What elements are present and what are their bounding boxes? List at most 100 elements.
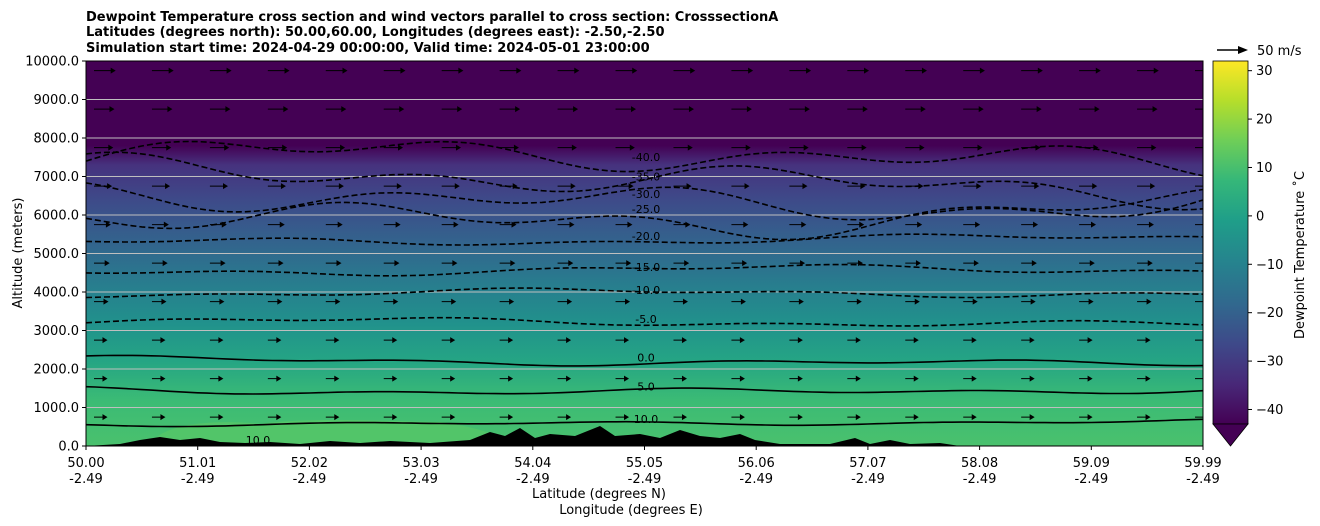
- contour-label: 5.0: [637, 380, 655, 393]
- wind-vector-head: [278, 260, 284, 267]
- wind-vector-head: [745, 144, 751, 151]
- wind-vector-head: [276, 375, 282, 382]
- wind-vector-head: [858, 260, 864, 267]
- wind-vector-head: [1087, 414, 1093, 421]
- wind-vector-head: [334, 337, 340, 344]
- chart-title-line-1: Dewpoint Temperature cross section and w…: [86, 10, 778, 25]
- wind-vector-head: [334, 414, 340, 421]
- wind-vector-head: [1150, 183, 1156, 190]
- wind-vector-head: [162, 260, 168, 267]
- quiver-key-arrowhead: [1238, 46, 1248, 54]
- wind-vector-head: [508, 337, 514, 344]
- contour-line: [86, 233, 1203, 246]
- wind-vector-head: [340, 144, 346, 151]
- x-axis-label-lon: Longitude (degrees E): [559, 503, 703, 518]
- wind-vector-head: [511, 221, 517, 228]
- x-tick-label-lat: 54.04: [514, 456, 551, 471]
- wind-vector-head: [629, 144, 635, 151]
- wind-vector-head: [450, 375, 456, 382]
- wind-vector-head: [104, 260, 110, 267]
- wind-vector-head: [918, 183, 924, 190]
- wind-vector-head: [276, 337, 282, 344]
- wind-vector-head: [1087, 375, 1093, 382]
- wind-vector-head: [225, 106, 231, 113]
- wind-vector-head: [102, 414, 108, 421]
- x-tick-label-lon: -2.49: [628, 472, 662, 487]
- wind-vector-head: [861, 144, 867, 151]
- wind-vector-head: [400, 67, 406, 74]
- wind-vector-head: [160, 337, 166, 344]
- wind-vector-head: [859, 221, 865, 228]
- wind-vector-head: [161, 298, 167, 305]
- contour-line: [86, 188, 1203, 241]
- wind-vector-head: [919, 144, 925, 151]
- wind-vector-head: [1207, 222, 1212, 228]
- y-tick-label: 4000.0: [34, 286, 80, 301]
- wind-vector-head: [855, 375, 861, 382]
- x-tick-label-lon: -2.49: [404, 472, 438, 487]
- colorbar-extend-min: [1212, 423, 1249, 447]
- quiver-key-label: 50 m/s: [1257, 44, 1302, 59]
- wind-vector-head: [688, 106, 694, 113]
- wind-vector-head: [566, 337, 572, 344]
- wind-vector-head: [450, 414, 456, 421]
- wind-vector-head: [626, 260, 632, 267]
- contour-label: 10.0: [634, 413, 659, 426]
- wind-vector-head: [1030, 298, 1036, 305]
- y-tick-label: 10000.0: [25, 55, 79, 70]
- wind-vector-head: [746, 106, 752, 113]
- wind-vector-head: [452, 260, 458, 267]
- wind-vector-head: [338, 183, 344, 190]
- x-tick-label-lat: 59.09: [1073, 456, 1110, 471]
- wind-vector-head: [1093, 144, 1099, 151]
- contour-line: [86, 182, 1203, 221]
- wind-vector-head: [913, 375, 919, 382]
- wind-vector-head: [1153, 67, 1159, 74]
- wind-vector-head: [513, 144, 519, 151]
- wind-vector-head: [160, 375, 166, 382]
- wind-vector-head: [1206, 260, 1211, 266]
- x-tick-label-lat: 57.07: [849, 456, 886, 471]
- wind-vector-head: [800, 260, 806, 267]
- wind-vector-head: [108, 144, 114, 151]
- colorbar-tick-label: −20: [1256, 306, 1283, 321]
- wind-vector-head: [625, 298, 631, 305]
- wind-vector-head: [165, 183, 171, 190]
- wind-vector-head: [978, 106, 984, 113]
- wind-vector-head: [1035, 144, 1041, 151]
- wind-vector-head: [624, 337, 630, 344]
- colorbar-tick-label: −30: [1256, 355, 1283, 370]
- wind-vector-head: [682, 298, 688, 305]
- wind-vector-head: [221, 221, 227, 228]
- wind-vector-head: [681, 414, 687, 421]
- wind-vector-head: [395, 221, 401, 228]
- x-tick-label-lon: -2.49: [1186, 472, 1220, 487]
- wind-vector-head: [167, 106, 173, 113]
- wind-vector-head: [743, 221, 749, 228]
- wind-vector-head: [392, 337, 398, 344]
- colorbar-tick-label: 0: [1256, 209, 1264, 224]
- wind-vector-head: [739, 375, 745, 382]
- wind-vector-head: [856, 298, 862, 305]
- wind-vector-head: [1094, 106, 1100, 113]
- contour-line: [86, 263, 1203, 277]
- y-tick-label: 5000.0: [34, 247, 80, 262]
- wind-vector-head: [107, 183, 113, 190]
- contour-line: [86, 385, 1203, 395]
- wind-vector-head: [1029, 414, 1035, 421]
- y-tick-label: 1000.0: [34, 401, 80, 416]
- wind-vector-head: [1033, 221, 1039, 228]
- wind-vector-head: [218, 414, 224, 421]
- colorbar-tick-label: 20: [1256, 113, 1273, 128]
- contour-label: -30.0: [632, 188, 660, 201]
- contour-label: -15.0: [632, 261, 660, 274]
- wind-vector-head: [218, 337, 224, 344]
- wind-vector-head: [105, 221, 111, 228]
- wind-vector-head: [512, 183, 518, 190]
- x-tick-label-lon: -2.49: [181, 472, 215, 487]
- wind-vector-head: [222, 183, 228, 190]
- wind-vector-head: [748, 67, 754, 74]
- wind-vector-head: [802, 183, 808, 190]
- wind-vector-head: [508, 375, 514, 382]
- wind-vector-head: [973, 260, 979, 267]
